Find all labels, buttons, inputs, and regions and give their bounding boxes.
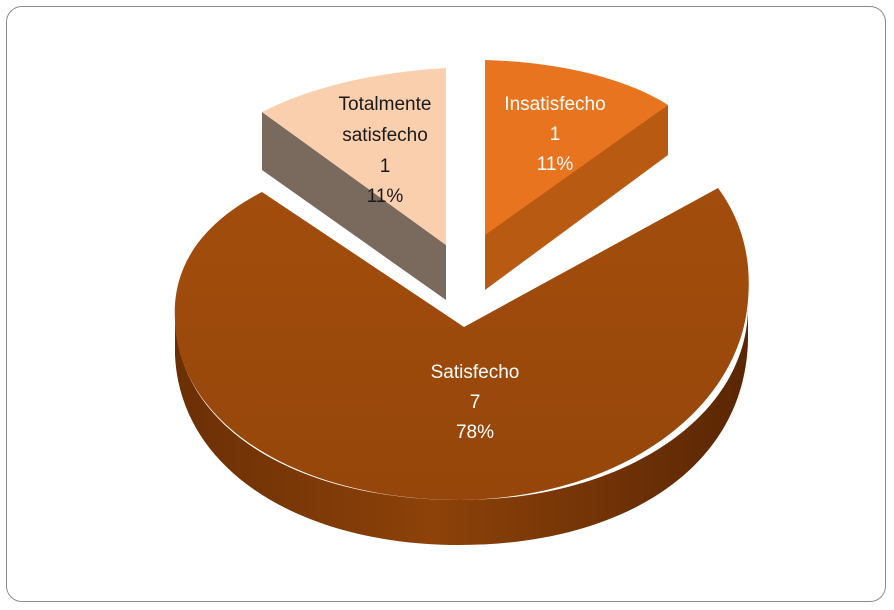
slice-insatisfecho xyxy=(485,60,668,290)
label-satisfecho-value: 7 xyxy=(470,392,481,413)
slice-totalmente-satisfecho xyxy=(262,68,446,300)
label-satisfecho-category: Satisfecho xyxy=(431,362,520,383)
slice-insatisfecho-side xyxy=(485,105,668,290)
slice-totalmente-side xyxy=(262,112,446,300)
slice-satisfecho-side xyxy=(175,310,748,545)
label-insatisfecho-category: Insatisfecho xyxy=(504,94,605,115)
label-insatisfecho-value: 1 xyxy=(550,124,561,145)
label-totalmente-satisfecho: Totalmente satisfecho 1 11% xyxy=(339,94,432,207)
slice-insatisfecho-top xyxy=(485,60,668,235)
label-insatisfecho-percent: 11% xyxy=(537,154,574,175)
label-satisfecho: Satisfecho 7 78% xyxy=(431,362,520,443)
slice-satisfecho xyxy=(174,188,749,545)
slice-totalmente-top xyxy=(262,68,446,245)
label-totalmente-value: 1 xyxy=(380,156,391,177)
label-satisfecho-percent: 78% xyxy=(456,422,494,443)
label-totalmente-category-line2: satisfecho xyxy=(342,125,428,146)
slice-satisfecho-top xyxy=(174,188,749,500)
label-insatisfecho: Insatisfecho 1 11% xyxy=(504,94,605,175)
label-totalmente-percent: 11% xyxy=(367,186,404,207)
label-totalmente-category-line1: Totalmente xyxy=(339,94,432,115)
